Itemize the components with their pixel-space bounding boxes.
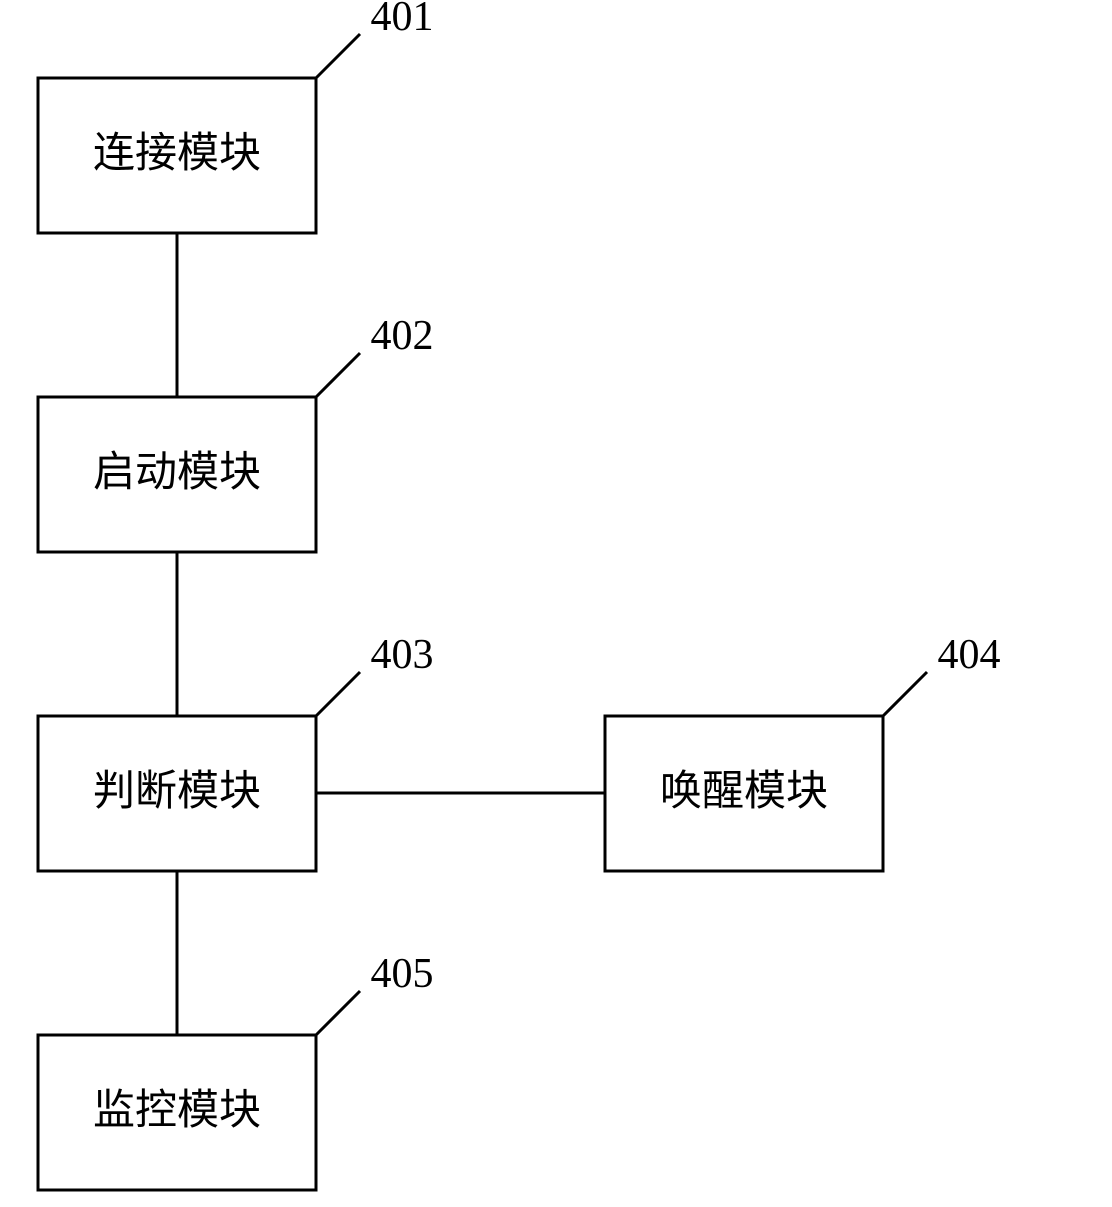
node-number-n402: 402: [371, 313, 434, 359]
node-number-n405: 405: [371, 951, 434, 997]
flowchart-diagram: 连接模块 401 启动模块 402 判断模块 403 唤醒模块 404 监控模块 405: [0, 0, 1112, 1207]
node-label-n404: 唤醒模块: [660, 769, 828, 815]
node-label-n403: 判断模块: [93, 769, 261, 815]
node-label-n401: 连接模块: [93, 131, 261, 177]
node-label-n402: 启动模块: [93, 450, 261, 496]
node-number-n404: 404: [938, 632, 1001, 678]
node-label-n405: 监控模块: [93, 1088, 261, 1134]
node-number-n401: 401: [371, 0, 434, 40]
node-number-n403: 403: [371, 632, 434, 678]
